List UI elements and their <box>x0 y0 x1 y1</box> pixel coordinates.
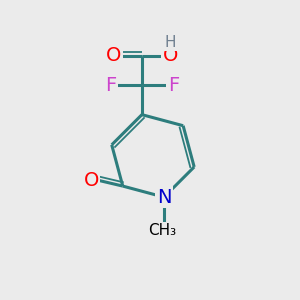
Text: H: H <box>165 35 176 50</box>
Text: F: F <box>105 76 116 95</box>
Text: N: N <box>157 188 171 207</box>
Text: F: F <box>168 76 179 95</box>
Text: O: O <box>84 171 99 190</box>
Text: O: O <box>163 46 178 65</box>
Text: O: O <box>106 46 121 65</box>
Text: CH₃: CH₃ <box>148 224 177 238</box>
